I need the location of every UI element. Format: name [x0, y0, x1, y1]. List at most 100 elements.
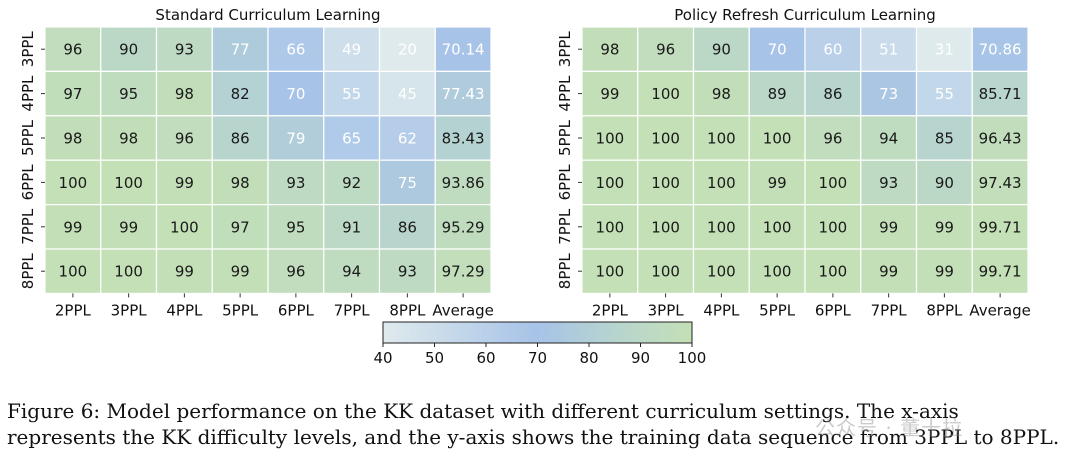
caption-line-2: represents the KK difficulty levels, and…	[7, 425, 1060, 449]
heatmap-cell	[267, 70, 325, 117]
cell-value-label: 99	[768, 174, 787, 192]
cell-value-label: 49	[342, 41, 361, 59]
cell-value-label: 77	[231, 41, 250, 59]
heatmap-cell	[323, 248, 381, 295]
cell-value-label: 65	[342, 130, 361, 148]
cell-value-label: 51	[879, 41, 898, 59]
cell-value-label: 99	[879, 263, 898, 281]
cell-value-label: 100	[763, 130, 792, 148]
colorbar-tick-label: 70	[528, 349, 547, 367]
cell-value-label: 99	[879, 218, 898, 236]
heatmap-cell	[971, 115, 1029, 161]
heatmap-cell	[434, 204, 492, 250]
cell-value-label: 89	[768, 85, 787, 103]
cell-value-label: 100	[763, 263, 792, 281]
y-tick-label: 7PPL	[19, 208, 37, 245]
cell-value-label: 90	[935, 174, 954, 192]
cell-value-label: 100	[596, 174, 625, 192]
cell-value-label: 100	[59, 174, 88, 192]
heatmap-cell	[434, 115, 492, 161]
heatmap-cell	[748, 159, 806, 206]
heatmap-cell	[267, 26, 325, 73]
cell-value-label: 99	[175, 263, 194, 281]
cell-value-label: 100	[819, 218, 848, 236]
heatmap-cell	[581, 115, 639, 161]
heatmap-cell	[637, 115, 695, 161]
y-tick-label: 8PPL	[556, 253, 574, 290]
cell-value-label: 100	[651, 263, 680, 281]
cell-value-label: 97	[63, 85, 82, 103]
cell-value-label: 100	[114, 263, 143, 281]
heatmap-cell	[692, 204, 750, 250]
heatmap-cell	[44, 115, 102, 161]
cell-value-label: 73	[879, 85, 898, 103]
cell-value-label: 100	[596, 130, 625, 148]
y-tick-label: 6PPL	[556, 164, 574, 201]
cell-value-label: 85.71	[979, 85, 1022, 103]
cell-value-label: 96	[656, 41, 675, 59]
cell-value-label: 83.43	[442, 130, 485, 148]
cell-value-label: 91	[342, 218, 361, 236]
cell-value-label: 98	[175, 85, 194, 103]
cell-value-label: 93	[398, 263, 417, 281]
colorbar-tick-label: 90	[631, 349, 650, 367]
heatmap-cell	[434, 159, 492, 206]
heatmap-title: Policy Refresh Curriculum Learning	[674, 6, 935, 24]
y-tick-label: 4PPL	[19, 75, 37, 112]
cell-value-label: 79	[286, 130, 305, 148]
cell-value-label: 100	[114, 174, 143, 192]
heatmap-cell	[211, 159, 269, 206]
colorbar-tick-label: 80	[579, 349, 598, 367]
heatmap-cell	[915, 26, 973, 73]
cell-value-label: 100	[651, 174, 680, 192]
heatmap-cell	[378, 70, 436, 117]
y-tick-label: 3PPL	[19, 31, 37, 68]
heatmap-cell	[860, 115, 918, 161]
cell-value-label: 95	[286, 218, 305, 236]
cell-value-label: 66	[286, 41, 305, 59]
cell-value-label: 45	[398, 85, 417, 103]
cell-value-label: 98	[600, 41, 619, 59]
y-tick-label: 6PPL	[19, 164, 37, 201]
heatmap-cell	[155, 159, 213, 206]
heatmap-cell	[915, 115, 973, 161]
heatmap-cell	[267, 159, 325, 206]
cell-value-label: 100	[59, 263, 88, 281]
cell-value-label: 99.71	[979, 263, 1022, 281]
cell-value-label: 98	[231, 174, 250, 192]
x-tick-label: Average	[969, 301, 1031, 319]
cell-value-label: 100	[707, 263, 736, 281]
x-tick-label: Average	[432, 301, 494, 319]
heatmap-cell	[44, 70, 102, 117]
colorbar-tick-label: 40	[373, 349, 392, 367]
y-tick-label: 8PPL	[19, 253, 37, 290]
heatmap-cell	[434, 248, 492, 295]
cell-value-label: 99	[231, 263, 250, 281]
cell-value-label: 82	[231, 85, 250, 103]
cell-value-label: 99	[600, 85, 619, 103]
cell-value-label: 55	[342, 85, 361, 103]
x-tick-label: 8PPL	[926, 301, 963, 319]
cell-value-label: 94	[879, 130, 898, 148]
cell-value-label: 20	[398, 41, 417, 59]
heatmap-cell	[323, 115, 381, 161]
heatmap-cell	[915, 204, 973, 250]
heatmap-cell	[378, 204, 436, 250]
colorbar-tick-label: 100	[678, 349, 707, 367]
cell-value-label: 96	[175, 130, 194, 148]
heatmap-cell	[100, 159, 158, 206]
cell-value-label: 86	[823, 85, 842, 103]
heatmap-cell	[971, 70, 1029, 117]
heatmap-cell	[748, 115, 806, 161]
heatmap-cell	[581, 248, 639, 295]
x-tick-label: 7PPL	[871, 301, 908, 319]
cell-value-label: 92	[342, 174, 361, 192]
heatmap-cell	[211, 204, 269, 250]
heatmap-cell	[211, 248, 269, 295]
heatmap-cell	[323, 70, 381, 117]
cell-value-label: 100	[707, 218, 736, 236]
cell-value-label: 70	[768, 41, 787, 59]
x-tick-label: 8PPL	[389, 301, 426, 319]
cell-value-label: 85	[935, 130, 954, 148]
